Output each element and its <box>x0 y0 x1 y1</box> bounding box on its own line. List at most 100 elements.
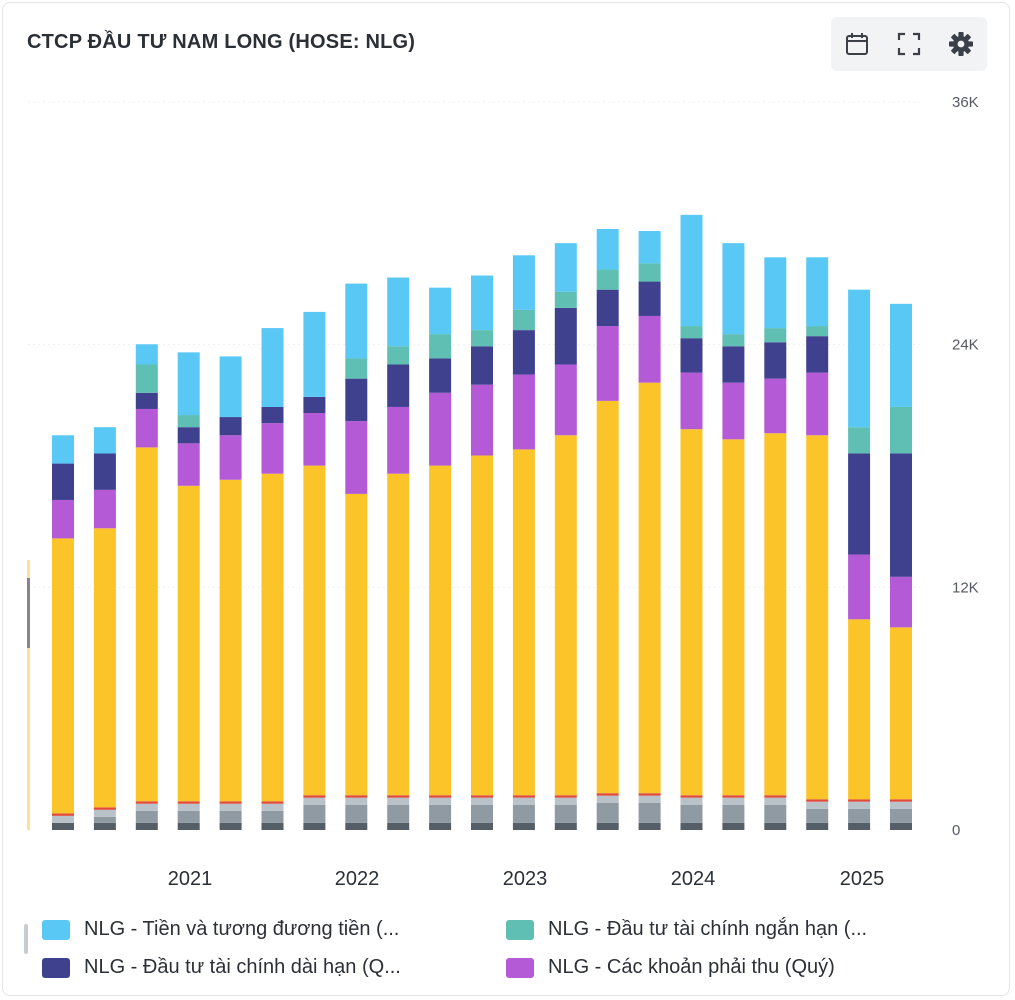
bar-segment-receivables <box>596 326 619 401</box>
bar-segment-red <box>135 801 158 804</box>
bar-segment-cash <box>764 257 787 329</box>
bar-segment-long-term-investment <box>52 463 74 500</box>
bar-segment-short-term-investment <box>596 269 619 290</box>
legend-item-long-term-investment[interactable]: NLG - Đầu tư tài chính dài hạn (Q... <box>42 956 401 979</box>
bar-segment-long-term-investment <box>806 336 829 373</box>
bar-segment-light-gray <box>345 797 368 805</box>
bar-segment-light-gray <box>387 797 410 805</box>
calendar-icon[interactable] <box>840 27 874 61</box>
bar-segment-cash <box>219 356 242 418</box>
bar-segment-yellow <box>764 433 787 796</box>
bar-segment-dark-gray <box>638 822 661 830</box>
bar-segment-long-term-investment <box>512 330 535 375</box>
bar-segment-cash <box>52 435 74 464</box>
bar-segment-yellow <box>429 465 452 796</box>
legend-item-short-term-investment[interactable]: NLG - Đầu tư tài chính ngắn hạn (... <box>506 918 867 941</box>
bar-segment-yellow <box>345 493 368 796</box>
bar-segment-gray <box>219 810 242 823</box>
x-tick-label: 2024 <box>671 868 716 890</box>
bar-segment-cash <box>135 344 158 365</box>
bar-segment-dark-gray <box>345 822 368 830</box>
y-tick-label: 36K <box>952 94 979 111</box>
bar-segment-short-term-investment <box>680 326 703 339</box>
bar-segment-gray <box>890 808 912 823</box>
bar-segment-dark-gray <box>387 822 410 830</box>
bar-segment-gray <box>638 802 661 823</box>
bar-segment-red <box>219 801 242 804</box>
x-tick-label: 2022 <box>335 868 380 890</box>
bar-segment-receivables <box>890 576 912 628</box>
bar-segment-yellow <box>177 485 200 802</box>
bar-segment-long-term-investment <box>722 346 745 383</box>
bar-segment-light-gray <box>429 797 452 805</box>
bar-segment-long-term-investment <box>680 338 703 373</box>
bar-segment-cash <box>429 287 452 335</box>
bar-segment-yellow <box>261 473 284 802</box>
legend-item-cash[interactable]: NLG - Tiền và tương đương tiền (... <box>42 918 399 941</box>
legend-swatch-short-term-investment <box>506 919 534 940</box>
bar-segment-gray <box>848 808 871 823</box>
legend: NLG - Tiền và tương đương tiền (... NLG … <box>24 918 984 990</box>
bar-segment-yellow <box>638 382 661 794</box>
bar-segment-receivables <box>554 364 577 436</box>
bar-segment-long-term-investment <box>303 396 326 414</box>
bar-segment-yellow <box>680 429 703 796</box>
bar-segment-gray <box>303 804 326 823</box>
bar-segment-light-gray <box>680 797 703 805</box>
bar-segment-gray <box>135 810 158 823</box>
bar-segment-light-gray <box>303 797 326 805</box>
bar-segment-dark-gray <box>93 822 116 830</box>
bar-segment-short-term-investment <box>345 358 368 379</box>
bar-segment-light-gray <box>177 803 200 811</box>
bar-segment-cash <box>471 275 493 331</box>
bar-segment-red <box>261 801 284 804</box>
bar-segment-long-term-investment <box>135 392 158 409</box>
bar-segment-dark-gray <box>890 822 912 830</box>
bar-segment-red <box>387 795 410 798</box>
chart-title: CTCP ĐẦU TƯ NAM LONG (HOSE: NLG) <box>27 31 416 53</box>
bar-segment-gray <box>387 804 410 823</box>
legend-item-receivables[interactable]: NLG - Các khoản phải thu (Quý) <box>506 956 835 979</box>
legend-swatch-cash <box>42 919 70 940</box>
settings-icon[interactable] <box>944 27 978 61</box>
bar-segment-short-term-investment <box>429 334 452 359</box>
bar-segment-gray <box>722 804 745 823</box>
bar-segment-yellow <box>722 439 745 796</box>
bar-segment-long-term-investment <box>596 289 619 327</box>
bar-segment-dark-gray <box>554 822 577 830</box>
bar-segment-long-term-investment <box>848 453 871 555</box>
bar-segment-cash <box>638 231 661 264</box>
stacked-bar-chart: 0 12K 24K 36K 2021 2022 2023 2024 2025 <box>27 94 979 890</box>
bar-segment-receivables <box>93 489 116 529</box>
bar-segment-light-gray <box>93 809 116 817</box>
bar-segment-receivables <box>303 413 326 466</box>
bar-segment-dark-gray <box>680 822 703 830</box>
bar-segment-yellow <box>806 435 829 800</box>
bar-segment-yellow <box>387 473 410 796</box>
bar-segment-long-term-investment <box>345 378 368 422</box>
legend-label: NLG - Các khoản phải thu (Quý) <box>548 956 835 978</box>
bar-segment-receivables <box>135 408 158 448</box>
bar-segment-long-term-investment <box>219 417 242 436</box>
bar-segment-red <box>471 795 493 798</box>
bar-segment-long-term-investment <box>471 346 493 385</box>
legend-scroll-indicator[interactable] <box>24 924 28 954</box>
fullscreen-icon[interactable] <box>892 27 926 61</box>
bar-segment-short-term-investment <box>387 346 410 365</box>
bar-segment-receivables <box>512 374 535 450</box>
bar-segment-red <box>806 799 829 802</box>
bar-segment-gray <box>471 804 493 823</box>
x-tick-label: 2023 <box>503 868 548 890</box>
bar-segment-dark-gray <box>261 822 284 830</box>
bar-segment-short-term-investment <box>722 334 745 347</box>
bar-segment-long-term-investment <box>638 281 661 316</box>
bar-segment-red <box>177 801 200 804</box>
bar-segment-gray <box>764 804 787 823</box>
bar-segment-short-term-investment <box>177 415 200 428</box>
bar-segment-long-term-investment <box>890 453 912 577</box>
legend-swatch-long-term-investment <box>42 957 70 978</box>
bar-segment-red <box>512 795 535 798</box>
bar-segment-red <box>596 793 619 796</box>
bar-segment-gray <box>93 816 116 823</box>
bar-segment-dark-gray <box>806 822 829 830</box>
